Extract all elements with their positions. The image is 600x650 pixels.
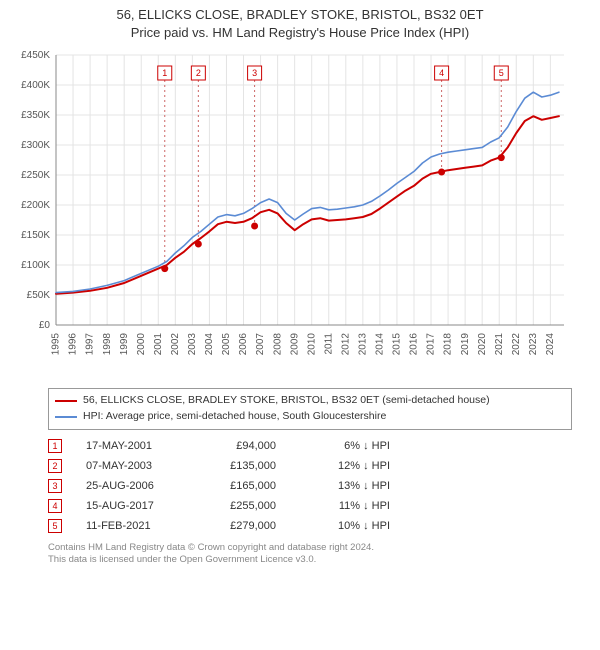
svg-text:5: 5	[499, 68, 504, 78]
svg-text:£350K: £350K	[21, 110, 50, 121]
event-date: 25-AUG-2006	[86, 480, 182, 492]
event-diff: 10% ↓ HPI	[300, 520, 390, 532]
svg-text:£450K: £450K	[21, 50, 50, 61]
price-chart-svg: £0 £50K £100K £150K £200K £250K £300K £350K £400…	[10, 47, 590, 377]
legend-swatch	[55, 400, 77, 402]
svg-text:2019: 2019	[460, 333, 471, 356]
legend-swatch	[55, 416, 77, 418]
svg-text:2: 2	[196, 68, 201, 78]
event-marker: 5	[48, 519, 62, 533]
event-row: 3 25-AUG-2006 £165,000 13% ↓ HPI	[48, 476, 572, 496]
svg-text:2005: 2005	[221, 333, 232, 356]
event-date: 17-MAY-2001	[86, 440, 182, 452]
page-container: 56, ELLICKS CLOSE, BRADLEY STOKE, BRISTO…	[0, 0, 600, 567]
legend-row: 56, ELLICKS CLOSE, BRADLEY STOKE, BRISTO…	[55, 393, 565, 409]
svg-text:£400K: £400K	[21, 80, 50, 91]
svg-text:2024: 2024	[545, 333, 556, 356]
footer-line-2: This data is licensed under the Open Gov…	[48, 554, 572, 567]
svg-text:2001: 2001	[153, 333, 164, 356]
svg-text:2012: 2012	[340, 333, 351, 356]
svg-text:1999: 1999	[119, 333, 130, 356]
event-row: 5 11-FEB-2021 £279,000 10% ↓ HPI	[48, 516, 572, 536]
event-marker: 2	[48, 459, 62, 473]
svg-text:£50K: £50K	[27, 290, 51, 301]
svg-text:1: 1	[162, 68, 167, 78]
svg-text:2013: 2013	[357, 333, 368, 356]
event-row: 4 15-AUG-2017 £255,000 11% ↓ HPI	[48, 496, 572, 516]
svg-text:1996: 1996	[68, 333, 79, 356]
footer-line-1: Contains HM Land Registry data © Crown c…	[48, 542, 572, 555]
legend-label: 56, ELLICKS CLOSE, BRADLEY STOKE, BRISTO…	[83, 393, 490, 409]
svg-text:£200K: £200K	[21, 200, 50, 211]
event-marker: 3	[48, 479, 62, 493]
event-diff: 11% ↓ HPI	[300, 500, 390, 512]
event-diff: 12% ↓ HPI	[300, 460, 390, 472]
title-line-2: Price paid vs. HM Land Registry's House …	[10, 24, 590, 42]
svg-text:£150K: £150K	[21, 230, 50, 241]
event-price: £165,000	[206, 480, 276, 492]
svg-text:2015: 2015	[392, 333, 403, 356]
event-diff: 6% ↓ HPI	[300, 440, 390, 452]
event-price: £255,000	[206, 500, 276, 512]
svg-text:2006: 2006	[238, 333, 249, 356]
svg-text:2023: 2023	[528, 333, 539, 356]
event-date: 11-FEB-2021	[86, 520, 182, 532]
svg-text:2018: 2018	[443, 333, 454, 356]
event-price: £94,000	[206, 440, 276, 452]
svg-text:£100K: £100K	[21, 260, 50, 271]
event-marker: 1	[48, 439, 62, 453]
svg-text:2016: 2016	[409, 333, 420, 356]
svg-text:3: 3	[252, 68, 257, 78]
event-marker: 4	[48, 499, 62, 513]
svg-text:2020: 2020	[477, 333, 488, 356]
svg-text:2014: 2014	[375, 333, 386, 356]
svg-text:1998: 1998	[102, 333, 113, 356]
svg-text:2017: 2017	[426, 333, 437, 356]
svg-text:2003: 2003	[187, 333, 198, 356]
svg-text:1995: 1995	[51, 333, 62, 356]
events-table: 1 17-MAY-2001 £94,000 6% ↓ HPI 2 07-MAY-2003 £…	[48, 436, 572, 536]
event-date: 15-AUG-2017	[86, 500, 182, 512]
event-row: 1 17-MAY-2001 £94,000 6% ↓ HPI	[48, 436, 572, 456]
svg-text:2007: 2007	[255, 333, 266, 356]
svg-text:2008: 2008	[272, 333, 283, 356]
event-price: £135,000	[206, 460, 276, 472]
svg-text:£0: £0	[39, 320, 51, 331]
svg-text:2021: 2021	[494, 333, 505, 356]
legend-box: 56, ELLICKS CLOSE, BRADLEY STOKE, BRISTO…	[48, 388, 572, 430]
svg-text:2009: 2009	[289, 333, 300, 356]
event-row: 2 07-MAY-2003 £135,000 12% ↓ HPI	[48, 456, 572, 476]
svg-text:2010: 2010	[306, 333, 317, 356]
svg-text:2011: 2011	[323, 333, 334, 355]
chart-area: £0 £50K £100K £150K £200K £250K £300K £350K £400…	[10, 47, 590, 382]
svg-text:£250K: £250K	[21, 170, 50, 181]
svg-text:2000: 2000	[136, 333, 147, 356]
legend-row: HPI: Average price, semi-detached house,…	[55, 409, 565, 425]
chart-title-block: 56, ELLICKS CLOSE, BRADLEY STOKE, BRISTO…	[0, 0, 600, 43]
svg-text:4: 4	[439, 68, 444, 78]
event-date: 07-MAY-2003	[86, 460, 182, 472]
title-line-1: 56, ELLICKS CLOSE, BRADLEY STOKE, BRISTO…	[10, 6, 590, 24]
event-diff: 13% ↓ HPI	[300, 480, 390, 492]
svg-text:2004: 2004	[204, 333, 215, 356]
svg-text:£300K: £300K	[21, 140, 50, 151]
svg-text:2002: 2002	[170, 333, 181, 356]
svg-text:1997: 1997	[85, 333, 96, 356]
footer-attribution: Contains HM Land Registry data © Crown c…	[48, 542, 572, 568]
svg-text:2022: 2022	[511, 333, 522, 356]
event-price: £279,000	[206, 520, 276, 532]
legend-label: HPI: Average price, semi-detached house,…	[83, 409, 386, 425]
